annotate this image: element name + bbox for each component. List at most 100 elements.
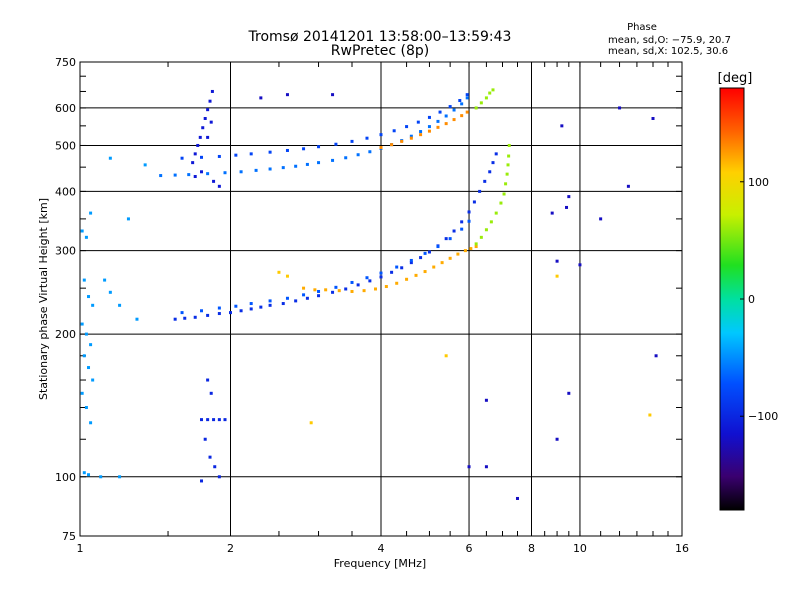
data-point-series-9	[217, 418, 221, 422]
data-point-series-2	[440, 261, 444, 265]
data-point-series-11	[651, 116, 655, 120]
data-point-series-11	[555, 437, 559, 441]
data-point-series-4	[239, 170, 243, 174]
data-point-series-3	[505, 172, 509, 176]
data-point-series-6	[460, 114, 464, 118]
data-point-series-5	[405, 125, 409, 129]
data-point-series-10	[99, 475, 103, 479]
data-point-series-2	[423, 270, 427, 274]
data-point-series-10	[80, 322, 84, 326]
data-point-series-5	[217, 154, 221, 158]
data-point-series-6	[400, 139, 404, 143]
data-point-series-12	[444, 354, 448, 358]
data-point-series-2	[313, 288, 317, 292]
data-point-series-8	[193, 152, 197, 156]
data-point-series-8	[193, 175, 197, 179]
data-point-series-0	[356, 283, 360, 287]
data-point-series-10	[80, 229, 84, 233]
data-point-series-1	[350, 280, 354, 284]
x-tick-label: 1	[77, 542, 84, 555]
data-point-series-0	[331, 290, 335, 294]
data-point-series-4	[409, 134, 413, 138]
data-point-series-4	[344, 156, 348, 160]
data-point-series-0	[467, 210, 471, 214]
data-point-series-2	[448, 256, 452, 260]
data-point-series-12	[277, 270, 281, 274]
data-point-series-5	[268, 150, 272, 154]
data-point-series-1	[436, 245, 440, 249]
data-point-series-10	[103, 278, 107, 282]
data-point-series-0	[494, 152, 498, 156]
data-point-series-10	[87, 473, 91, 477]
data-point-series-4	[465, 96, 469, 100]
data-point-series-6	[452, 118, 456, 122]
data-point-series-0	[488, 170, 492, 174]
data-point-series-11	[626, 184, 630, 188]
data-point-series-10	[118, 475, 122, 479]
data-point-series-9	[212, 418, 216, 422]
data-point-series-9	[206, 378, 210, 382]
data-point-series-12	[555, 274, 559, 278]
data-point-series-2	[350, 289, 354, 293]
data-point-series-10	[82, 471, 86, 475]
x-tick-label: 6	[466, 542, 473, 555]
x-tick-label: 16	[675, 542, 689, 555]
data-point-series-0	[183, 316, 187, 320]
data-point-series-3	[479, 235, 483, 239]
data-point-series-12	[285, 274, 289, 278]
data-point-series-4	[305, 162, 309, 166]
data-point-series-1	[365, 276, 369, 280]
data-point-series-2	[337, 289, 341, 293]
data-point-series-2	[414, 273, 418, 277]
data-point-series-0	[239, 309, 243, 313]
data-point-series-0	[268, 303, 272, 307]
data-point-series-9	[203, 437, 207, 441]
data-point-series-11	[484, 465, 488, 469]
data-point-series-8	[217, 184, 221, 188]
data-point-series-4	[206, 172, 210, 176]
data-point-series-11	[654, 354, 658, 358]
data-point-series-0	[249, 307, 253, 311]
data-point-series-1	[379, 271, 383, 275]
data-point-series-10	[143, 163, 147, 167]
data-point-series-3	[474, 242, 478, 246]
data-point-series-9	[213, 465, 217, 469]
data-point-series-2	[324, 288, 328, 292]
data-point-series-9	[217, 475, 221, 479]
data-point-series-0	[478, 189, 482, 193]
data-point-series-5	[350, 139, 354, 143]
data-point-series-2	[463, 249, 467, 253]
data-point-series-4	[460, 102, 464, 106]
data-point-series-9	[209, 391, 213, 395]
data-point-series-11	[515, 496, 519, 500]
stats-x-mode: mean, sd,X: 102.5, 30.6	[608, 46, 728, 57]
x-tick-labels: 1 2 4 6 8 10 16	[77, 542, 690, 555]
data-point-series-1	[409, 258, 413, 262]
data-point-series-5	[334, 142, 338, 146]
data-point-series-11	[285, 93, 289, 97]
data-point-series-0	[344, 287, 348, 291]
data-point-series-10	[91, 303, 95, 307]
data-point-series-5	[365, 136, 369, 140]
data-point-series-2	[384, 285, 388, 289]
colorbar-tick-label: 100	[748, 176, 769, 189]
colorbar-tick-label: 0	[748, 293, 755, 306]
data-point-series-9	[200, 418, 204, 422]
data-point-series-10	[118, 303, 122, 307]
data-point-series-8	[212, 179, 216, 183]
data-point-series-1	[395, 265, 399, 269]
data-point-series-11	[484, 398, 488, 402]
data-point-series-4	[159, 174, 163, 178]
data-point-series-0	[259, 305, 263, 309]
data-point-series-3	[506, 163, 510, 167]
data-point-series-3	[499, 201, 503, 205]
data-point-series-1	[200, 309, 204, 313]
data-point-series-5	[416, 120, 420, 124]
data-point-series-7	[479, 101, 483, 105]
data-point-series-4	[368, 150, 372, 154]
data-point-series-5	[234, 153, 238, 157]
data-point-series-5	[200, 155, 204, 159]
data-point-series-9	[200, 479, 204, 483]
data-point-series-10	[82, 354, 86, 358]
